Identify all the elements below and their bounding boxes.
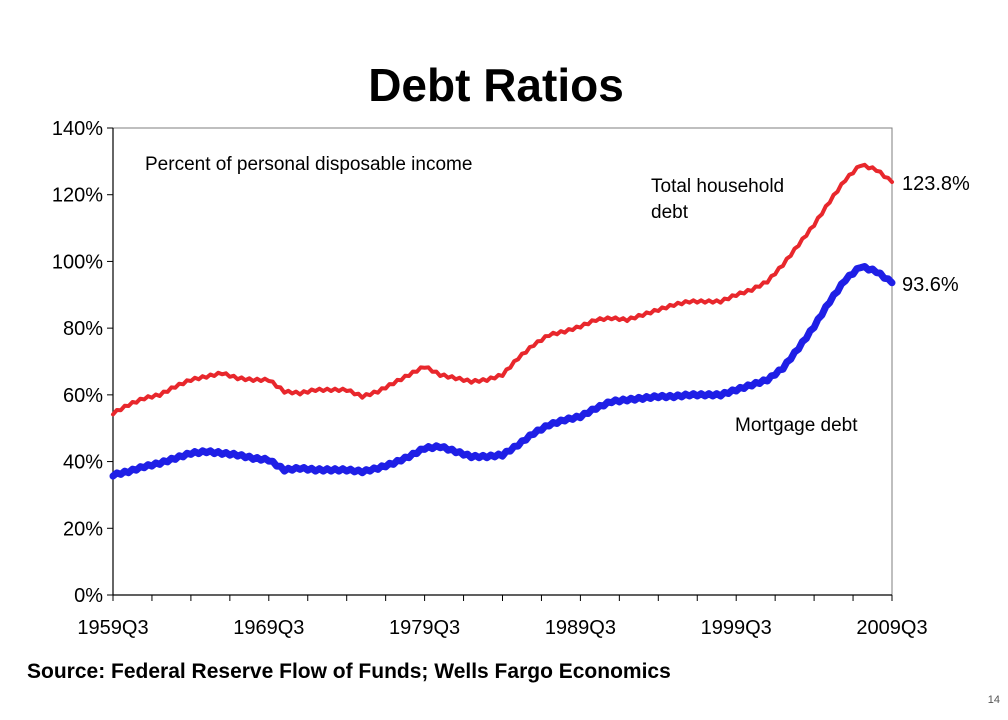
y-axis: 0% 20% 40% 60% 80% 100% 120% 140% [52, 118, 114, 607]
page-number: 14 [987, 694, 1000, 706]
y-tick-label: 140% [52, 118, 103, 140]
plot-area [112, 127, 893, 596]
x-tick-label: 1959Q3 [77, 617, 148, 639]
y-tick-label: 40% [63, 452, 103, 474]
y-tick-label: 80% [63, 318, 103, 340]
mortgage-debt-label: Mortgage debt [735, 415, 858, 436]
total-household-debt-end-value: 123.8% [902, 173, 970, 195]
end-value-labels: 123.8% 93.6% [902, 173, 970, 296]
source-note: Source: Federal Reserve Flow of Funds; W… [27, 660, 671, 683]
y-tick-label: 120% [52, 185, 103, 207]
total-household-debt-line [111, 162, 894, 417]
x-tick-label: 1989Q3 [545, 617, 616, 639]
y-tick-label: 60% [63, 385, 103, 407]
total-household-debt-label-line2: debt [651, 202, 689, 223]
mortgage-debt-line [109, 263, 896, 480]
series-lines [109, 162, 896, 480]
x-axis: 1959Q3 1969Q3 1979Q3 1989Q3 1999Q3 2009Q3 [77, 594, 928, 639]
y-tick-label: 0% [74, 585, 103, 607]
x-tick-label: 1969Q3 [233, 617, 304, 639]
y-tick-label: 100% [52, 251, 103, 273]
x-tick-label: 1979Q3 [389, 617, 460, 639]
plot-border [112, 127, 893, 596]
total-household-debt-label: Total household [651, 176, 784, 197]
x-tick-label: 1999Q3 [701, 617, 772, 639]
y-tick-label: 20% [63, 518, 103, 540]
chart-title: Debt Ratios [368, 59, 624, 111]
chart-subtitle: Percent of personal disposable income [145, 154, 472, 175]
mortgage-debt-end-value: 93.6% [902, 274, 959, 296]
x-tick-label: 2009Q3 [856, 617, 927, 639]
